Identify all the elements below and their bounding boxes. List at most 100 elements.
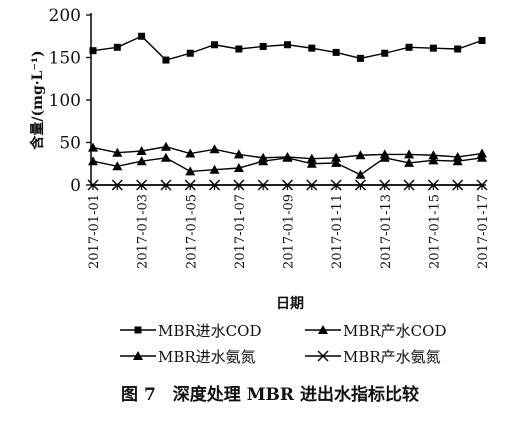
data-point — [162, 56, 170, 64]
series-1 — [89, 32, 486, 64]
data-point — [209, 179, 221, 191]
data-point-stroke — [306, 179, 318, 191]
data-point-stroke — [257, 179, 269, 191]
data-point-stroke — [111, 179, 123, 191]
series-3 — [88, 141, 487, 163]
data-point — [381, 49, 389, 57]
legend-label: MBR产水COD — [343, 322, 446, 340]
legend-item: MBR产水COD — [305, 322, 446, 340]
data-point-stroke — [209, 179, 221, 191]
legend-label: MBR进水氨氮 — [158, 348, 256, 366]
data-point — [138, 32, 146, 40]
legend: MBR进水COD MBR产水COD MBR进水氨氮 MBR产水氨氮 — [120, 322, 446, 366]
data-point — [209, 164, 220, 174]
x-tick-label: 2017-01-17 — [476, 194, 491, 269]
data-point — [258, 152, 269, 162]
data-point — [209, 144, 220, 154]
y-axis-title: 含量/(mg·L⁻¹) — [29, 50, 46, 149]
data-point — [478, 37, 486, 44]
data-point — [331, 152, 342, 162]
data-point — [235, 45, 243, 53]
x-tick-label: 2017-01-15 — [427, 194, 442, 269]
data-point — [160, 141, 171, 151]
data-point — [112, 147, 123, 157]
legend-item: MBR产水氨氮 — [305, 348, 441, 366]
data-point — [332, 48, 340, 56]
data-point — [233, 179, 245, 191]
data-point — [428, 150, 439, 160]
data-point — [354, 179, 366, 191]
data-point — [404, 157, 415, 167]
data-point-stroke — [282, 179, 293, 191]
legend-item: MBR进水氨氮 — [120, 348, 256, 366]
data-point — [88, 142, 98, 152]
x-axis-title: 日期 — [276, 296, 304, 312]
legend-item: MBR进水COD — [120, 322, 261, 340]
data-point — [186, 49, 194, 57]
data-point — [233, 149, 244, 159]
data-point-stroke — [354, 179, 366, 191]
series-4 — [87, 179, 488, 191]
legend-marker — [317, 350, 329, 362]
data-point — [88, 156, 98, 166]
data-point — [306, 158, 317, 168]
data-point-stroke — [427, 179, 439, 191]
x-tick-label: 2017-01-05 — [184, 194, 199, 269]
data-point-stroke — [136, 179, 148, 191]
data-point — [136, 146, 147, 155]
data-point — [136, 179, 148, 191]
data-point — [112, 161, 123, 171]
data-point — [403, 179, 415, 191]
data-point — [160, 152, 171, 162]
data-point — [87, 179, 99, 191]
data-point — [282, 151, 293, 161]
axes: 0 50 100 150 200 2017-01-01 2017-01-03 2017-01-… — [49, 6, 491, 269]
data-point — [356, 54, 364, 62]
data-point — [404, 149, 415, 159]
series-layer — [87, 32, 488, 191]
x-tick-label: 2017-01-13 — [379, 194, 394, 269]
data-point-stroke — [184, 179, 196, 191]
data-point — [429, 44, 437, 52]
data-point — [113, 43, 121, 51]
data-point — [233, 163, 244, 172]
legend-marker-stroke — [317, 350, 329, 362]
data-point — [331, 157, 342, 167]
data-point — [452, 151, 463, 161]
y-tick-label: 150 — [49, 49, 81, 69]
x-tick-label: 2017-01-09 — [282, 194, 297, 269]
data-point — [379, 179, 391, 191]
data-point — [282, 179, 293, 191]
data-point — [111, 179, 123, 191]
data-point — [306, 153, 317, 163]
x-tick-label: 2017-01-03 — [136, 194, 151, 269]
y-tick-label: 200 — [49, 6, 81, 26]
data-point — [355, 150, 366, 160]
data-point — [454, 45, 462, 53]
y-tick-label: 100 — [49, 91, 81, 111]
data-point-stroke — [379, 179, 391, 191]
data-point — [185, 148, 196, 158]
data-point — [257, 179, 269, 191]
data-point — [476, 179, 488, 191]
data-point — [308, 44, 316, 52]
data-point — [284, 41, 291, 49]
x-tick-label: 2017-01-11 — [330, 194, 345, 269]
data-point — [379, 149, 390, 159]
data-point — [211, 41, 219, 49]
data-point — [306, 179, 318, 191]
data-point — [136, 156, 147, 166]
data-point — [452, 179, 464, 191]
data-point — [355, 169, 366, 179]
x-tick-label: 2017-01-01 — [87, 194, 102, 269]
figure-caption: 图 7 深度处理 MBR 进出水指标比较 — [121, 384, 419, 405]
data-point-stroke — [403, 179, 415, 191]
y-tick-label: 50 — [59, 134, 81, 154]
data-point — [160, 179, 172, 191]
data-point-stroke — [233, 179, 245, 191]
x-tick-label: 2017-01-07 — [233, 194, 248, 269]
data-point — [89, 47, 97, 55]
data-point-stroke — [452, 179, 464, 191]
legend-label: MBR产水氨氮 — [343, 348, 441, 366]
